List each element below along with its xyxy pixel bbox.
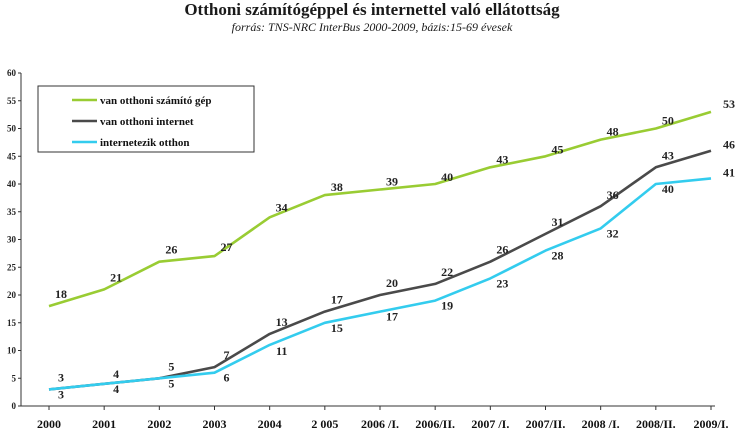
x-tick-label: 2007/II. [526, 417, 566, 431]
data-label: 22 [441, 265, 453, 279]
x-tick-label: 2003 [203, 417, 227, 431]
data-label: 45 [552, 142, 564, 156]
legend-label: internetezik otthon [100, 137, 190, 149]
x-tick-label: 2009/I. [693, 417, 728, 431]
legend-label: van otthoni internet [100, 116, 194, 128]
x-tick-label: 2 005 [311, 417, 338, 431]
data-label: 4 [113, 382, 119, 396]
data-label: 27 [221, 240, 233, 254]
data-label: 18 [55, 287, 67, 301]
y-tick-label: 25 [7, 262, 17, 272]
y-tick-label: 45 [7, 151, 17, 161]
data-label: 17 [331, 293, 343, 307]
chart-subtitle: forrás: TNS-NRC InterBus 2000-2009, bázi… [231, 20, 513, 34]
data-label: 19 [441, 299, 453, 313]
y-tick-label: 60 [7, 68, 17, 78]
data-label: 28 [552, 249, 564, 263]
series-line [48, 110, 712, 308]
x-tick-label: 2000 [37, 417, 61, 431]
data-label: 6 [224, 371, 230, 385]
data-label: 46 [723, 138, 735, 152]
data-label: 26 [496, 243, 508, 257]
data-label: 3 [58, 370, 64, 384]
series-line [48, 177, 712, 391]
y-tick-label: 35 [7, 207, 17, 217]
data-label: 50 [662, 114, 674, 128]
data-label: 43 [496, 152, 508, 166]
data-label: 40 [662, 182, 674, 196]
data-label: 23 [496, 276, 508, 290]
x-tick-label: 2008/II. [636, 417, 676, 431]
data-label: 43 [662, 148, 674, 162]
data-label: 11 [276, 344, 287, 358]
y-tick-label: 20 [7, 290, 17, 300]
y-tick-label: 0 [12, 401, 17, 411]
data-label: 20 [386, 276, 398, 290]
data-label: 31 [552, 215, 564, 229]
data-label: 13 [276, 315, 288, 329]
legend: van otthoni számító gép van otthoni inter… [37, 85, 255, 153]
x-tick-label: 2001 [92, 417, 116, 431]
y-tick-label: 10 [7, 346, 17, 356]
data-label: 7 [224, 348, 230, 362]
data-label: 38 [331, 180, 343, 194]
series-line [48, 149, 712, 391]
x-tick-label: 2006/II. [415, 417, 455, 431]
y-tick-label: 50 [7, 124, 17, 134]
data-label: 21 [110, 270, 122, 284]
chart-title: Otthoni számítógéppel és internettel val… [184, 0, 560, 19]
data-label: 15 [331, 321, 343, 335]
data-label: 48 [607, 125, 619, 139]
y-tick-label: 5 [12, 373, 17, 383]
x-tick-label: 2008 /I. [582, 417, 620, 431]
data-label: 53 [723, 97, 735, 111]
x-tick-label: 2007 /I. [471, 417, 509, 431]
x-tick-label: 2006 /I. [361, 417, 399, 431]
data-label: 17 [386, 310, 398, 324]
data-label: 39 [386, 175, 398, 189]
data-label: 41 [723, 165, 735, 179]
y-tick-label: 40 [7, 179, 17, 189]
data-label: 4 [113, 367, 119, 381]
x-tick-label: 2002 [147, 417, 171, 431]
data-label: 5 [168, 376, 174, 390]
data-label: 34 [276, 200, 288, 214]
y-tick-label: 55 [7, 96, 17, 106]
data-label: 36 [607, 188, 619, 202]
y-tick-label: 30 [7, 235, 17, 245]
series-lines [48, 110, 712, 391]
data-label: 32 [607, 226, 619, 240]
y-tick-label: 15 [7, 318, 17, 328]
data-label: 3 [58, 387, 64, 401]
data-label: 40 [441, 170, 453, 184]
legend-label: van otthoni számító gép [100, 95, 212, 107]
x-tick-label: 2004 [258, 417, 282, 431]
data-label: 5 [168, 359, 174, 373]
data-label: 26 [165, 243, 177, 257]
